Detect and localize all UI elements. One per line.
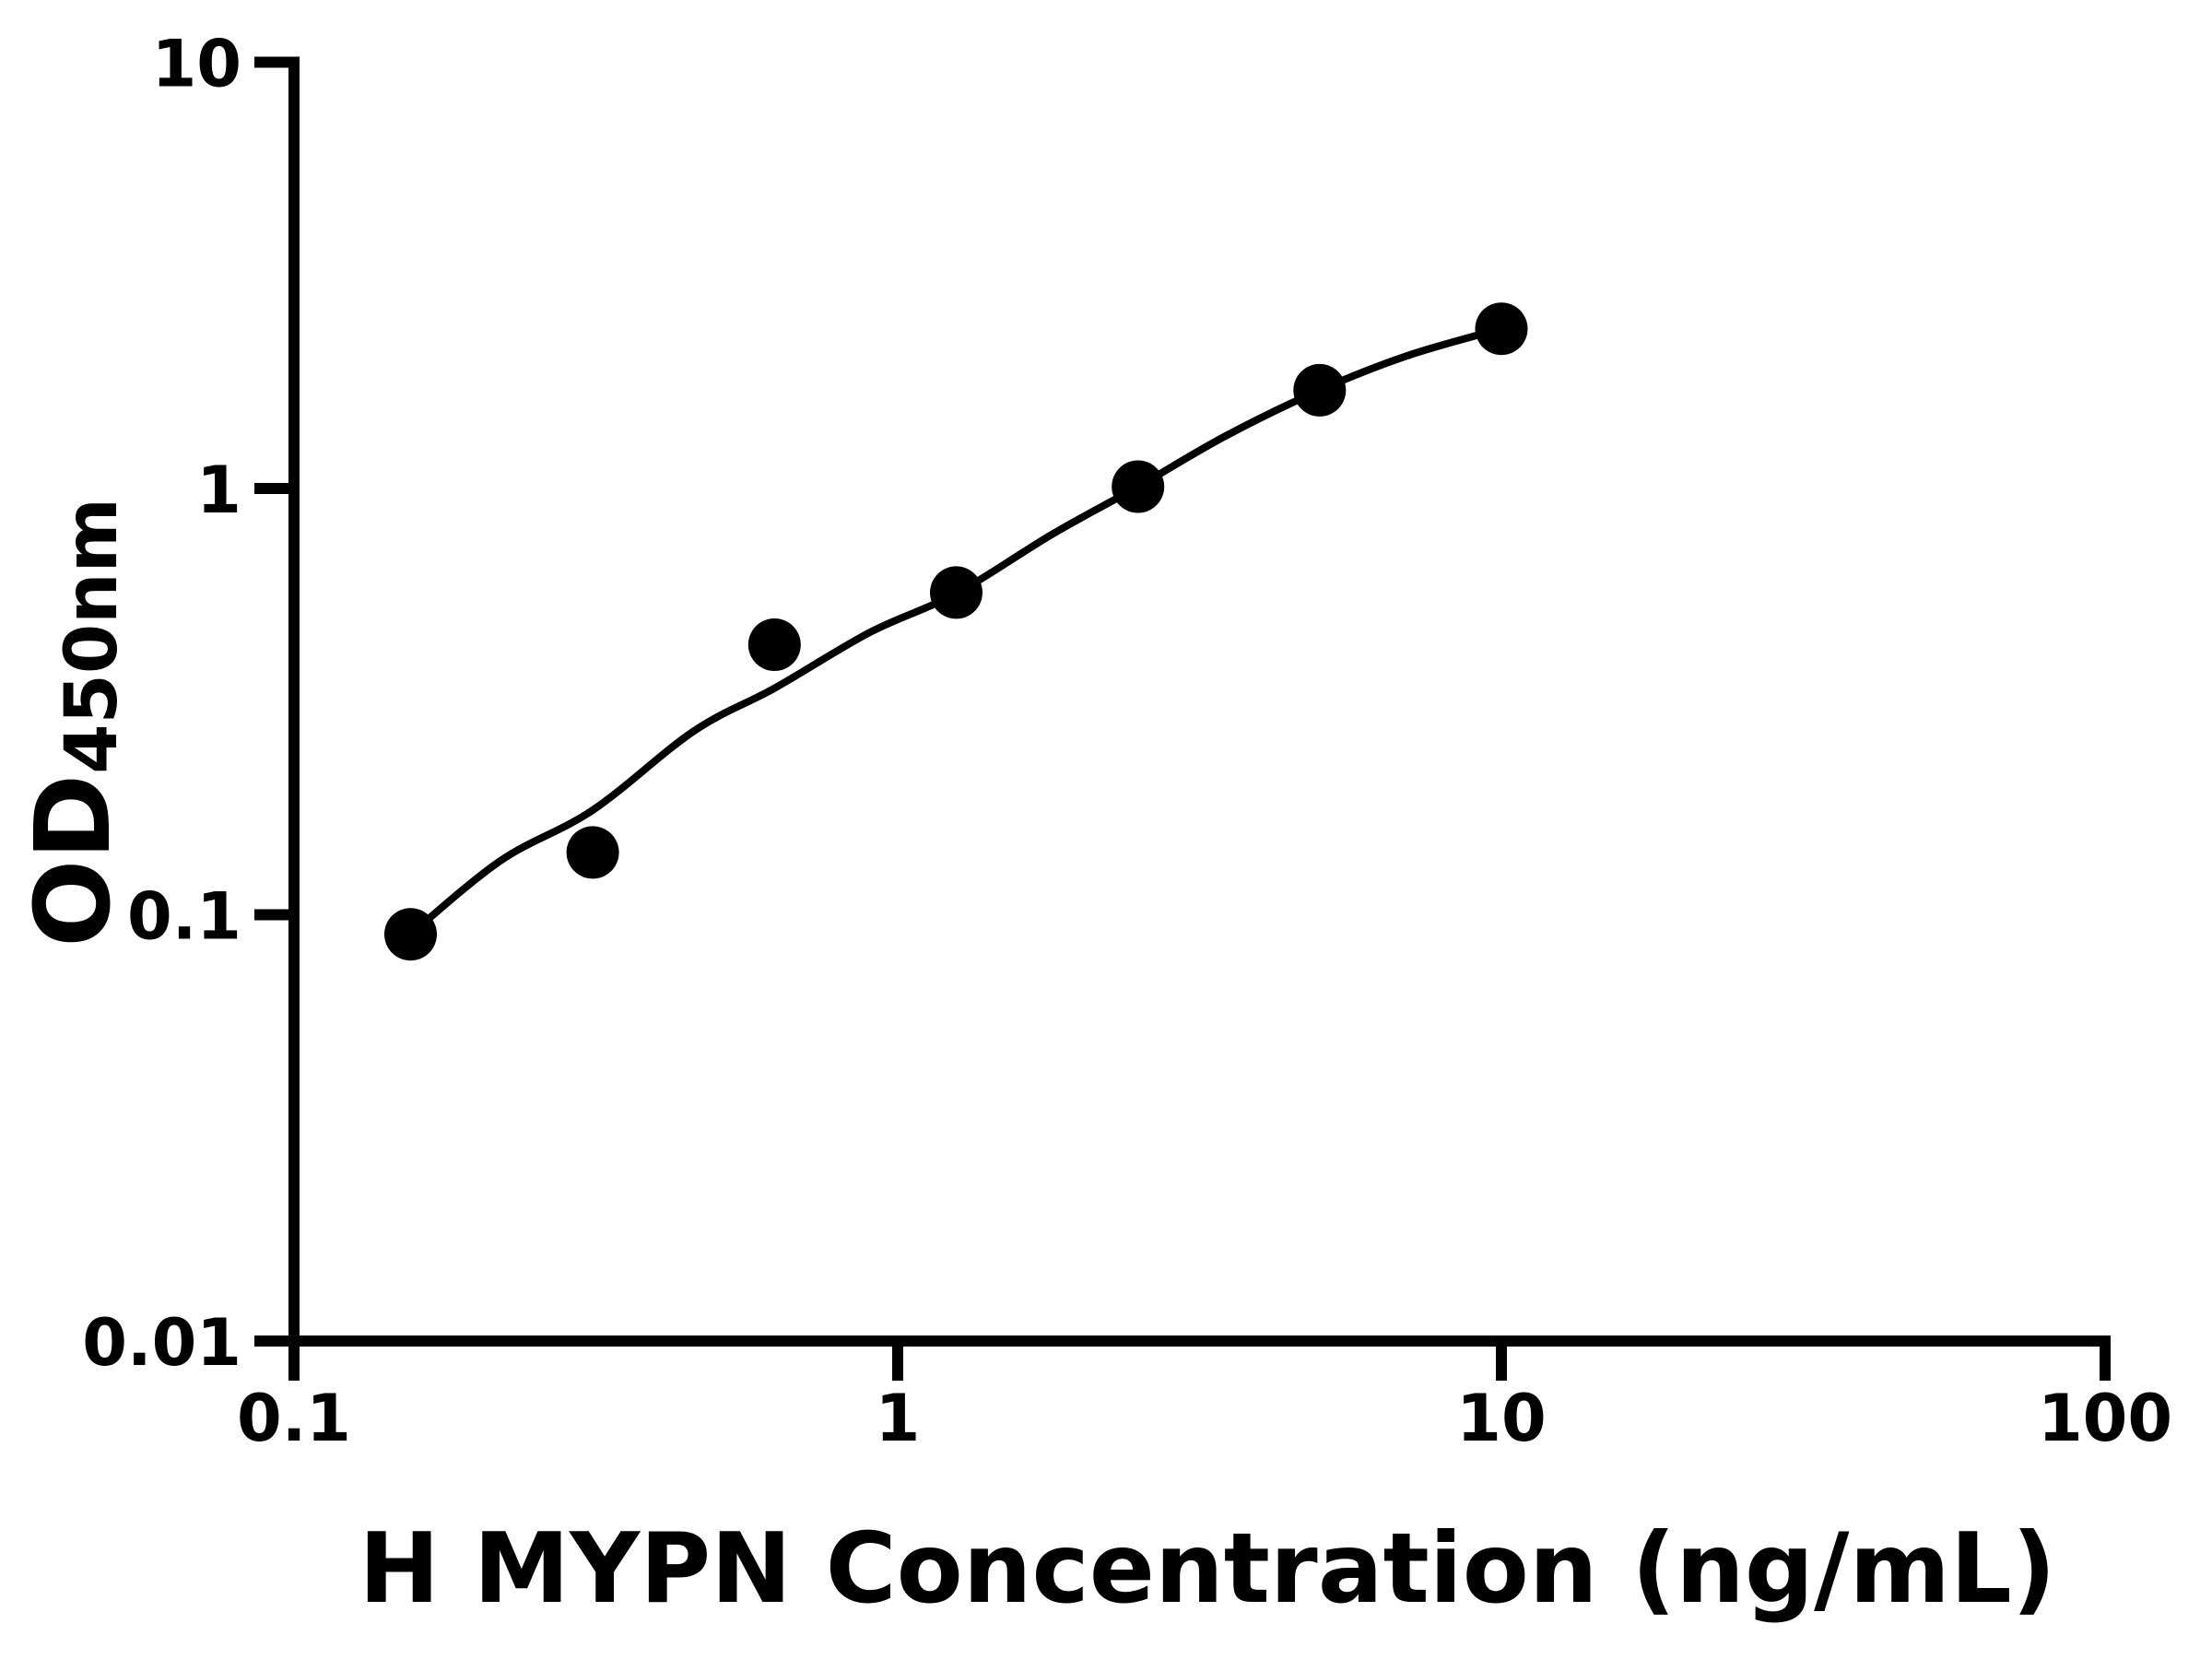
data-point xyxy=(1112,460,1165,513)
data-point xyxy=(1293,363,1347,417)
x-tick-label: 0.1 xyxy=(237,1381,351,1456)
plot-layer xyxy=(384,302,1528,961)
x-tick-label: 100 xyxy=(2038,1381,2172,1456)
x-tick-label: 1 xyxy=(876,1381,921,1456)
y-tick-label: 10 xyxy=(152,27,241,102)
data-point xyxy=(930,566,982,619)
axes-layer xyxy=(288,56,2111,1347)
y-axis-title: OD450nm xyxy=(14,498,134,947)
data-point xyxy=(566,826,619,879)
y-tick-label: 1 xyxy=(196,453,241,528)
x-tick-label: 10 xyxy=(1456,1381,1546,1456)
x-axis-title: H MYPN Concentration (ng/mL) xyxy=(359,1512,2056,1625)
tick-layer xyxy=(254,56,2111,1381)
y-axis-title-subscript: 450nm xyxy=(51,498,134,774)
data-point xyxy=(747,618,801,671)
data-point xyxy=(384,908,437,961)
data-point xyxy=(1475,302,1528,356)
y-tick-label: 0.1 xyxy=(127,879,241,955)
y-axis-title-main: OD xyxy=(14,774,134,947)
y-tick-label: 0.01 xyxy=(82,1305,241,1381)
